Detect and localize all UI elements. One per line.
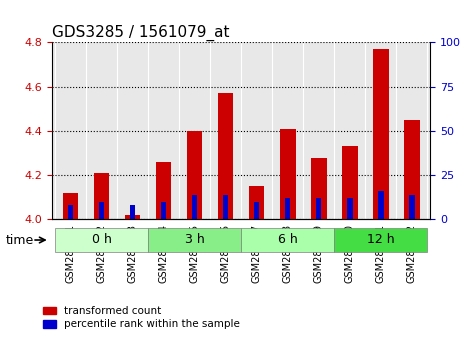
Bar bbox=[125, 215, 140, 219]
Text: GDS3285 / 1561079_at: GDS3285 / 1561079_at bbox=[52, 25, 229, 41]
Bar bbox=[68, 205, 73, 219]
FancyBboxPatch shape bbox=[148, 228, 241, 252]
Bar bbox=[280, 129, 296, 219]
Bar bbox=[156, 162, 171, 219]
FancyBboxPatch shape bbox=[55, 228, 148, 252]
Bar bbox=[316, 198, 322, 219]
Bar bbox=[218, 93, 234, 219]
FancyBboxPatch shape bbox=[334, 228, 427, 252]
Bar bbox=[99, 202, 105, 219]
Bar bbox=[404, 120, 420, 219]
Text: 3 h: 3 h bbox=[185, 233, 205, 246]
Bar bbox=[285, 198, 290, 219]
Bar bbox=[409, 195, 414, 219]
Bar bbox=[311, 158, 326, 219]
Bar bbox=[63, 193, 79, 219]
Bar bbox=[373, 49, 388, 219]
FancyBboxPatch shape bbox=[241, 228, 334, 252]
Legend: transformed count, percentile rank within the sample: transformed count, percentile rank withi… bbox=[43, 306, 240, 329]
Text: 6 h: 6 h bbox=[278, 233, 298, 246]
Text: 12 h: 12 h bbox=[367, 233, 394, 246]
Bar bbox=[378, 191, 384, 219]
Bar bbox=[342, 147, 358, 219]
Bar bbox=[254, 202, 260, 219]
Text: time: time bbox=[6, 234, 35, 247]
Bar bbox=[223, 195, 228, 219]
Bar bbox=[347, 198, 352, 219]
Bar bbox=[249, 186, 264, 219]
Bar bbox=[94, 173, 109, 219]
Text: 0 h: 0 h bbox=[92, 233, 112, 246]
Bar bbox=[192, 195, 197, 219]
Bar bbox=[130, 205, 135, 219]
Bar bbox=[161, 202, 166, 219]
Bar bbox=[187, 131, 202, 219]
